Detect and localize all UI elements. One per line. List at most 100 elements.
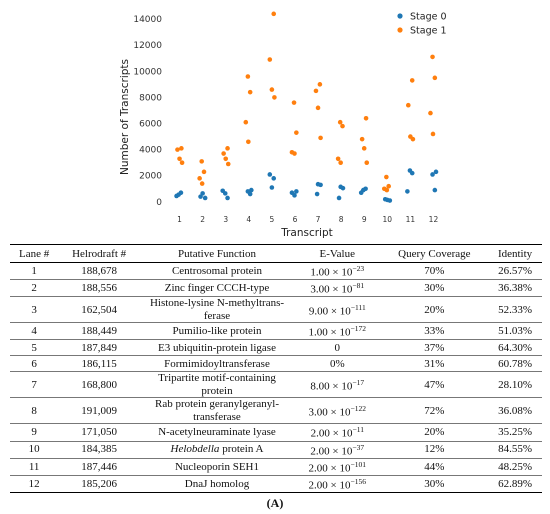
- data-point-stage-0: [220, 188, 226, 194]
- cell-identity: 62.89%: [488, 475, 542, 494]
- cell-lane: 5: [10, 339, 59, 357]
- x-tick-label: 9: [362, 215, 367, 224]
- data-point-stage-1: [175, 147, 180, 152]
- data-point-stage-1: [289, 149, 295, 155]
- table-header-row: Lane # Helrodraft # Putative Function E-…: [10, 244, 542, 263]
- e-value-mantissa: 3.00 × 10: [308, 406, 351, 419]
- data-point-stage-1: [272, 95, 277, 100]
- y-tick-label: 8000: [139, 93, 162, 103]
- cell-identity: 36.08%: [488, 397, 542, 425]
- x-tick-label: 6: [293, 215, 298, 224]
- data-point-stage-1: [177, 156, 182, 162]
- e-value-mantissa: 3.00 × 10: [310, 283, 353, 296]
- x-tick-label: 11: [406, 215, 416, 224]
- x-tick-label: 8: [339, 215, 344, 224]
- table-row: 5 187,849 E3 ubiquitin-protein ligase 0 37% 6…: [10, 339, 542, 357]
- cell-identity: 64.30%: [488, 339, 542, 357]
- table-row: 11 187,446 Nucleoporin SEH1 2.00 × 10−101 44…: [10, 458, 542, 476]
- data-point-stage-0: [294, 189, 299, 194]
- x-tick-label: 12: [429, 215, 439, 224]
- cell-lane: 9: [10, 423, 59, 442]
- x-tick-label: 5: [269, 215, 274, 224]
- data-point-stage-1: [179, 146, 184, 151]
- cell-e-value: 9.00 × 10−111: [294, 296, 381, 324]
- x-tick-label: 4: [246, 215, 251, 224]
- data-point-stage-1: [271, 11, 277, 17]
- cell-identity: 36.38%: [488, 279, 542, 298]
- cell-helrodraft: 184,385: [58, 441, 140, 459]
- cell-putative-function: Tripartite motif-containing protein: [140, 371, 294, 399]
- data-point-stage-0: [202, 195, 208, 201]
- data-point-stage-1: [243, 119, 249, 125]
- cell-putative-function: Centrosomal protein: [140, 262, 294, 281]
- data-point-stage-1: [386, 183, 391, 189]
- data-point-stage-1: [267, 57, 273, 62]
- data-point-stage-1: [432, 75, 438, 81]
- e-value-exponent: −111: [350, 302, 366, 312]
- legend-marker-stage-0: [397, 13, 403, 19]
- legend-label-stage-0: Stage 0: [410, 12, 447, 23]
- cell-query-coverage: 47%: [380, 371, 489, 399]
- cell-query-coverage: 12%: [380, 441, 489, 459]
- e-value-mantissa: 2.00 × 10: [308, 479, 351, 492]
- cell-lane: 2: [10, 279, 59, 298]
- y-tick-label: 14000: [133, 15, 162, 25]
- y-axis-label: Number of Transcripts: [119, 59, 131, 175]
- data-point-stage-0: [382, 196, 388, 202]
- cell-lane: 1: [10, 262, 59, 281]
- data-point-stage-1: [294, 130, 299, 135]
- data-point-stage-0: [289, 190, 295, 196]
- cell-identity: 48.25%: [488, 458, 542, 476]
- y-tick-labels: 0 2000 4000 6000 8000 10000 12000 14000: [133, 15, 162, 208]
- table-row: 1 188,678 Centrosomal protein 1.00 × 10−23 7…: [10, 262, 542, 281]
- cell-lane: 7: [10, 371, 59, 399]
- cell-helrodraft: 185,206: [58, 475, 140, 494]
- cell-lane: 12: [10, 475, 59, 494]
- data-point-stage-1: [381, 186, 387, 192]
- cell-helrodraft: 171,050: [58, 423, 140, 442]
- e-value-exponent: −81: [352, 281, 365, 291]
- data-point-stage-1: [245, 74, 251, 79]
- data-point-stage-1: [409, 78, 415, 83]
- data-point-stage-0: [430, 172, 435, 177]
- e-value-mantissa: 1.00 × 10: [310, 266, 353, 279]
- cell-query-coverage: 37%: [380, 339, 489, 357]
- cell-lane: 10: [10, 441, 59, 459]
- data-point-stage-1: [223, 156, 229, 162]
- e-value-mantissa: 1.00 × 10: [308, 326, 351, 339]
- header-putative-function: Putative Function: [140, 244, 294, 263]
- data-point-stage-0: [176, 192, 181, 197]
- cell-helrodraft: 187,446: [58, 458, 140, 476]
- cell-query-coverage: 30%: [380, 279, 489, 298]
- e-value-mantissa: 9.00 × 10: [308, 305, 351, 318]
- cell-helrodraft: 186,115: [58, 355, 140, 373]
- e-value-mantissa: 0: [334, 341, 341, 354]
- cell-identity: 35.25%: [488, 423, 542, 442]
- cell-identity: 84.55%: [488, 441, 542, 459]
- cell-helrodraft: 162,504: [58, 296, 140, 324]
- e-value-mantissa: 8.00 × 10: [310, 380, 353, 393]
- data-point-stage-1: [199, 181, 205, 186]
- data-point-stage-0: [405, 189, 410, 194]
- cell-e-value: 3.00 × 10−81: [294, 279, 381, 298]
- data-point-stage-1: [318, 135, 323, 141]
- e-value-exponent: −172: [350, 324, 366, 334]
- y-tick-label: 10000: [133, 67, 162, 77]
- header-helrodraft: Helrodraft #: [58, 244, 140, 263]
- table-row: 4 188,449 Pumilio-like protein 1.00 × 10−17…: [10, 322, 542, 341]
- data-point-stage-0: [314, 191, 320, 197]
- x-tick-label: 1: [177, 215, 182, 224]
- data-point-stage-0: [245, 189, 251, 194]
- e-value-mantissa: 2.00 × 10: [308, 462, 351, 475]
- data-point-stage-1: [247, 89, 253, 95]
- cell-identity: 51.03%: [488, 322, 542, 341]
- e-value-exponent: −101: [350, 459, 366, 469]
- data-point-stage-1: [317, 82, 323, 87]
- data-point-stage-1: [246, 139, 251, 145]
- e-value-mantissa: 0%: [329, 357, 345, 370]
- data-point-stage-1: [197, 176, 202, 181]
- function-name-rest: protein A: [219, 443, 264, 456]
- cell-e-value: 2.00 × 10−37: [294, 441, 381, 459]
- data-point-stage-0: [407, 168, 413, 173]
